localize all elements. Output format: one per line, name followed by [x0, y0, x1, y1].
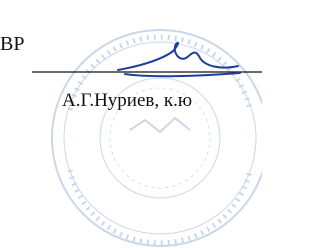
document-fragment: ВР А.Г.Нуриев, к.ю — [0, 0, 262, 252]
stamp — [52, 30, 262, 246]
signer-name: А.Г.Нуриев, к.ю — [62, 90, 192, 111]
page: {"fragment": {"left_text": "ВР", "signer… — [0, 0, 262, 252]
signature — [118, 43, 240, 77]
left-fragment-text: ВР — [0, 33, 24, 55]
